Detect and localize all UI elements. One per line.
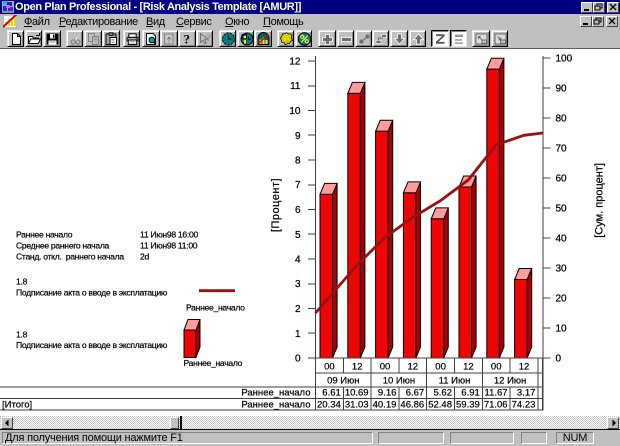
svg-text:00: 00 xyxy=(491,361,502,372)
svg-text:11 Июн98 16:00: 11 Июн98 16:00 xyxy=(140,230,198,240)
svg-text:9.16: 9.16 xyxy=(378,388,397,399)
svg-text:Раннее_начало: Раннее_начало xyxy=(186,303,245,313)
svg-text:50: 50 xyxy=(556,204,568,215)
svg-text:00: 00 xyxy=(380,361,391,372)
svg-text:00: 00 xyxy=(324,361,335,372)
svg-text:74.23: 74.23 xyxy=(512,399,536,410)
svg-text:Среднее раннего начала: Среднее раннего начала xyxy=(16,241,110,251)
svg-text:20.34: 20.34 xyxy=(317,399,341,410)
svg-text:8: 8 xyxy=(295,156,301,167)
svg-text:40.19: 40.19 xyxy=(373,399,397,410)
svg-text:2: 2 xyxy=(295,304,301,315)
svg-text:12: 12 xyxy=(289,57,301,68)
svg-text:Раннее_начало: Раннее_начало xyxy=(241,399,310,410)
svg-text:09 Июн: 09 Июн xyxy=(327,376,359,387)
svg-text:10 Июн: 10 Июн xyxy=(383,376,415,387)
svg-text:12: 12 xyxy=(352,361,363,372)
svg-text:11 Июн: 11 Июн xyxy=(439,376,471,387)
svg-text:6: 6 xyxy=(295,205,301,216)
svg-text:Станд. откл. раннего начала: Станд. откл. раннего начала xyxy=(16,252,124,262)
svg-text:?: ? xyxy=(184,32,191,46)
svg-text:1.8: 1.8 xyxy=(16,277,28,287)
svg-text:12: 12 xyxy=(519,361,530,372)
svg-text:[Процент]: [Процент] xyxy=(270,178,282,232)
svg-text:6.67: 6.67 xyxy=(406,388,425,399)
svg-text:11: 11 xyxy=(290,81,301,92)
svg-text:90: 90 xyxy=(556,84,568,95)
svg-text:80: 80 xyxy=(556,114,568,125)
svg-text:40: 40 xyxy=(556,234,568,245)
svg-text:71.06: 71.06 xyxy=(484,399,508,410)
svg-text:Подписание акта о вводе в эксп: Подписание акта о вводе в эксплатацию xyxy=(16,340,168,350)
svg-text:?: ? xyxy=(206,34,211,45)
svg-text:70: 70 xyxy=(556,144,568,155)
svg-text:20: 20 xyxy=(556,294,568,305)
svg-text:100: 100 xyxy=(556,54,573,65)
svg-text:5: 5 xyxy=(295,230,301,241)
svg-text:1.8: 1.8 xyxy=(16,330,28,340)
svg-text:9: 9 xyxy=(295,131,301,142)
svg-text:3: 3 xyxy=(295,279,301,290)
svg-text:11 Июн98 11:00: 11 Июн98 11:00 xyxy=(140,241,198,251)
svg-text:10.69: 10.69 xyxy=(345,388,369,399)
svg-text:7: 7 xyxy=(295,180,301,191)
svg-text:12: 12 xyxy=(463,361,474,372)
svg-text:1: 1 xyxy=(295,329,301,340)
svg-text:11.67: 11.67 xyxy=(485,388,508,399)
svg-text:60: 60 xyxy=(556,174,568,185)
svg-text:0: 0 xyxy=(295,354,301,365)
svg-text:31.03: 31.03 xyxy=(345,399,369,410)
svg-text:10: 10 xyxy=(556,324,568,335)
svg-text:5.62: 5.62 xyxy=(434,388,453,399)
svg-text:Раннее_начало: Раннее_начало xyxy=(184,358,243,368)
svg-text:Раннее_начало: Раннее_начало xyxy=(241,388,310,399)
svg-text:4: 4 xyxy=(295,255,301,266)
svg-text:10: 10 xyxy=(289,106,301,117)
svg-text:52.48: 52.48 xyxy=(428,399,452,410)
svg-text:Раннее начало: Раннее начало xyxy=(16,230,73,240)
svg-text:12 Июн: 12 Июн xyxy=(494,376,526,387)
svg-text:2d: 2d xyxy=(140,252,149,262)
svg-text:0: 0 xyxy=(556,354,562,365)
svg-text:[Итого]: [Итого] xyxy=(2,399,32,410)
svg-text:00: 00 xyxy=(435,361,446,372)
svg-text:46.86: 46.86 xyxy=(400,399,424,410)
svg-text:30: 30 xyxy=(556,264,568,275)
svg-text:[Сум. процент]: [Сум. процент] xyxy=(594,163,606,238)
svg-text:Подписание акта о вводе в эксп: Подписание акта о вводе в эксплатацию xyxy=(16,287,168,297)
svg-text:59.39: 59.39 xyxy=(456,399,480,410)
svg-text:6.91: 6.91 xyxy=(461,388,480,399)
svg-text:3.17: 3.17 xyxy=(517,388,536,399)
svg-text:6.61: 6.61 xyxy=(322,388,341,399)
svg-text:12: 12 xyxy=(408,361,419,372)
